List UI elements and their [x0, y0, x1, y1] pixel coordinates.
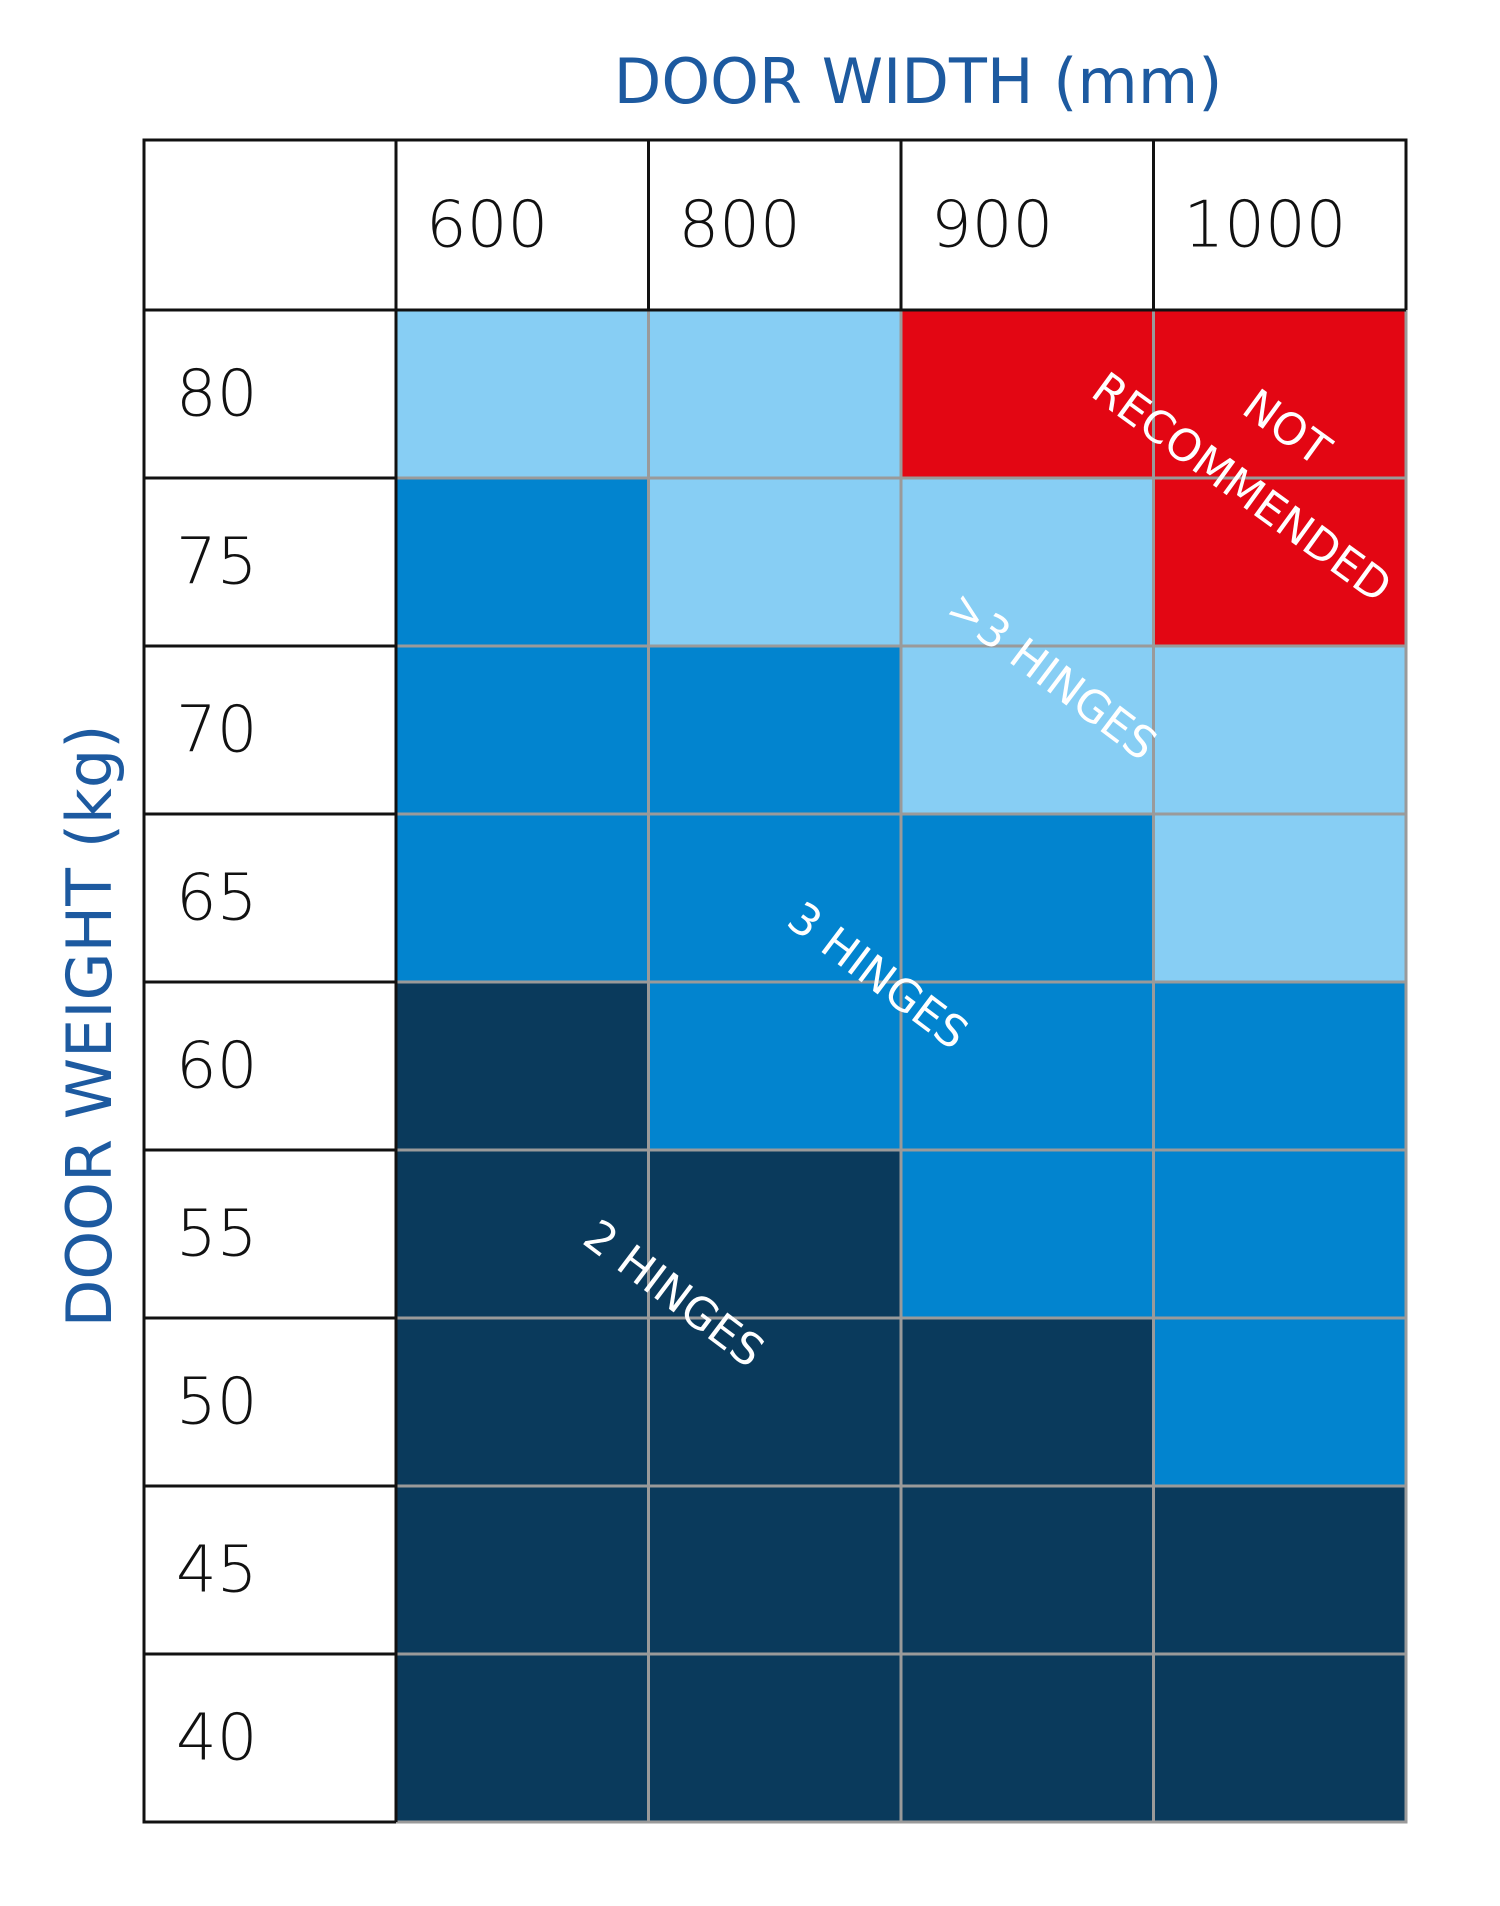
cell: [899, 1148, 1155, 1320]
cell: [394, 644, 650, 816]
column-label: 600: [426, 189, 548, 263]
row-label: 70: [176, 694, 257, 768]
row-label: 40: [176, 1702, 257, 1776]
cell: [1152, 812, 1408, 984]
cell: [899, 1484, 1155, 1656]
cell: [647, 1652, 903, 1824]
cell: [899, 812, 1155, 984]
cell: [1152, 1652, 1408, 1824]
cell: [899, 1316, 1155, 1488]
cell: [647, 980, 903, 1152]
cell: [647, 644, 903, 816]
cell: [647, 1148, 903, 1320]
cell: [899, 308, 1155, 480]
row-label: 55: [176, 1198, 257, 1272]
cell: [394, 980, 650, 1152]
row-label: 75: [176, 526, 257, 600]
cell: [394, 1316, 650, 1488]
width-title: DOOR WIDTH (mm): [614, 45, 1223, 118]
row-label: 45: [176, 1534, 257, 1608]
row-label: 80: [176, 358, 257, 432]
cell: [394, 812, 650, 984]
row-label: 65: [176, 862, 257, 936]
column-label: 1000: [1184, 189, 1347, 263]
weight-title: DOOR WEIGHT (kg): [53, 725, 126, 1328]
cell: [1152, 476, 1408, 648]
cell: [394, 308, 650, 480]
cell: [1152, 980, 1408, 1152]
column-label: 800: [679, 189, 801, 263]
cell: [1152, 1316, 1408, 1488]
cell: [1152, 308, 1408, 480]
cell: [899, 1652, 1155, 1824]
grid: 80 75 70 65 60 55 50 45 40 600 800 900 1000: [142, 138, 1408, 1824]
column-label: 900: [931, 189, 1053, 263]
cell: [647, 476, 903, 648]
cell: [647, 308, 903, 480]
row-label: 60: [176, 1030, 257, 1104]
cell: [394, 1652, 650, 1824]
row-label: 50: [176, 1366, 257, 1440]
cell: [394, 1484, 650, 1656]
cell: [1152, 644, 1408, 816]
frame: [142, 138, 1408, 310]
cell: [394, 476, 650, 648]
cell: [647, 1484, 903, 1656]
cell: [1152, 1148, 1408, 1320]
cell: [647, 1316, 903, 1488]
cell: [1152, 1484, 1408, 1656]
